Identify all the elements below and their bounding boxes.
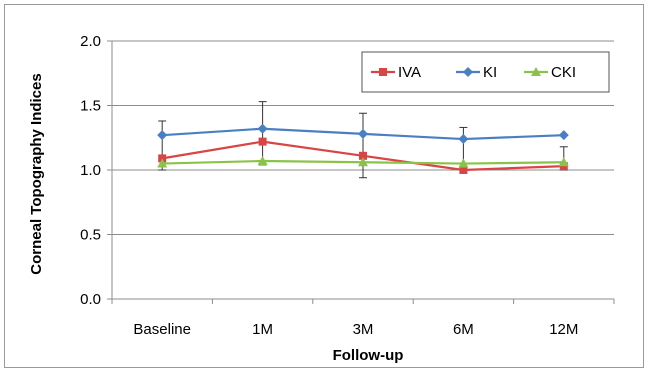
data-point-ki <box>458 134 469 145</box>
x-tick-labels: Baseline 1M 3M 6M 12M <box>111 299 615 338</box>
legend-label-iva: IVA <box>398 64 421 81</box>
series-ki <box>157 123 569 145</box>
data-series <box>157 123 569 174</box>
legend: IVA KI CKI <box>361 51 610 93</box>
series-cki <box>157 155 569 168</box>
x-tick-label: Baseline <box>133 321 191 338</box>
data-point-cki <box>558 157 569 167</box>
legend-label-ki: KI <box>483 64 497 81</box>
x-tick-label: 1M <box>252 321 273 338</box>
y-tick-label: 2.0 <box>80 33 101 50</box>
y-tick-label: 0.0 <box>80 291 101 308</box>
legend-item-ki: KI <box>456 64 497 81</box>
error-bar <box>359 112 367 179</box>
legend-swatch-marker <box>531 67 541 76</box>
y-tick-label: 0.5 <box>80 227 101 244</box>
legend-label-cki: CKI <box>551 64 576 81</box>
x-tick-label: 12M <box>549 321 578 338</box>
data-point-ki <box>558 130 569 141</box>
data-point-iva <box>158 154 167 163</box>
y-tick-labels: 0.0 0.5 1.0 1.5 2.0 <box>80 33 101 308</box>
data-point-iva <box>258 137 267 146</box>
legend-box <box>361 51 610 93</box>
x-axis-title: Follow-up <box>333 347 404 364</box>
data-point-ki <box>358 128 368 139</box>
y-axis-title: Corneal Topography Indices <box>28 73 45 274</box>
x-tick-label: 3M <box>353 321 374 338</box>
data-point-cki <box>458 158 469 168</box>
x-tick-label: 6M <box>453 321 474 338</box>
legend-swatch-marker <box>379 68 387 76</box>
data-point-ki <box>257 123 268 134</box>
error-bars <box>158 101 568 179</box>
data-point-iva <box>459 166 468 174</box>
data-point-cki <box>257 155 268 165</box>
y-tick-label: 1.5 <box>80 98 101 115</box>
legend-swatch-marker <box>463 67 473 77</box>
data-point-ki <box>157 130 168 141</box>
legend-item-iva: IVA <box>371 64 421 81</box>
data-point-cki <box>358 157 368 167</box>
data-point-iva <box>359 151 367 160</box>
legend-item-cki: CKI <box>524 64 576 81</box>
y-tick-label: 1.0 <box>80 162 101 179</box>
data-point-cki <box>157 158 168 168</box>
